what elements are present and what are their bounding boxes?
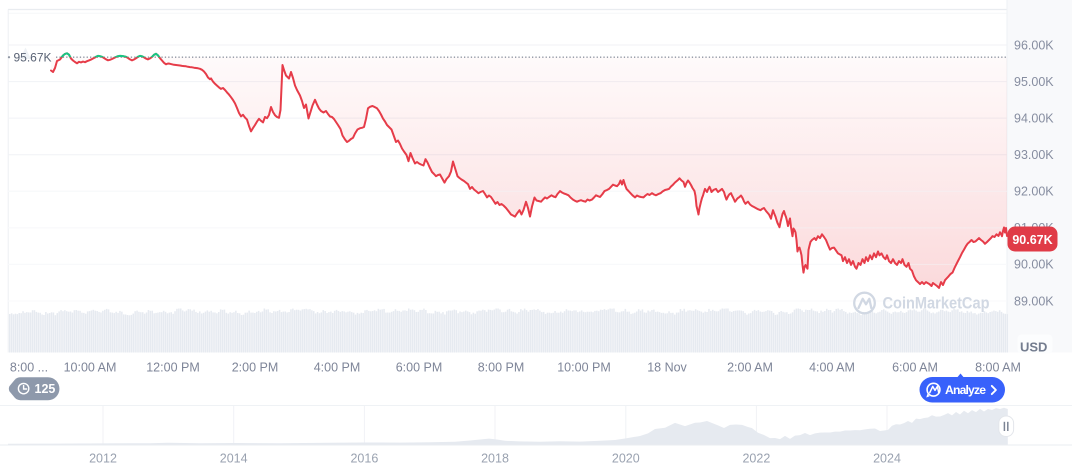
svg-text:96.00K: 96.00K — [1014, 38, 1054, 52]
svg-text:6:00 PM: 6:00 PM — [396, 361, 443, 375]
svg-text:10:00 PM: 10:00 PM — [557, 361, 611, 375]
svg-text:8:00 ...: 8:00 ... — [10, 361, 48, 375]
svg-text:4:00 AM: 4:00 AM — [809, 361, 855, 375]
svg-text:2:00 PM: 2:00 PM — [232, 361, 279, 375]
svg-text:18 Nov: 18 Nov — [647, 361, 687, 375]
svg-text:2018: 2018 — [481, 452, 509, 466]
svg-text:6:00 AM: 6:00 AM — [892, 361, 938, 375]
svg-text:2022: 2022 — [742, 452, 770, 466]
svg-text:2012: 2012 — [89, 452, 117, 466]
svg-text:95.00K: 95.00K — [1014, 75, 1054, 89]
svg-text:2:00 AM: 2:00 AM — [727, 361, 773, 375]
svg-text:93.00K: 93.00K — [1014, 148, 1054, 162]
svg-text:Analyze: Analyze — [945, 383, 986, 397]
svg-text:92.00K: 92.00K — [1014, 185, 1054, 199]
svg-text:89.00K: 89.00K — [1014, 294, 1054, 308]
svg-text:2014: 2014 — [220, 452, 248, 466]
svg-text:90.67K: 90.67K — [1012, 233, 1052, 247]
svg-text:90.00K: 90.00K — [1014, 258, 1054, 272]
svg-text:94.00K: 94.00K — [1014, 111, 1054, 125]
svg-text:8:00 PM: 8:00 PM — [478, 361, 525, 375]
svg-text:2016: 2016 — [350, 452, 378, 466]
svg-text:10:00 AM: 10:00 AM — [64, 361, 117, 375]
svg-text:12:00 PM: 12:00 PM — [146, 361, 200, 375]
svg-text:2020: 2020 — [612, 452, 640, 466]
svg-text:2024: 2024 — [873, 452, 901, 466]
svg-text:CoinMarketCap: CoinMarketCap — [883, 295, 990, 313]
svg-text:8:00 AM: 8:00 AM — [975, 361, 1021, 375]
svg-text:USD: USD — [1020, 340, 1047, 355]
svg-text:4:00 PM: 4:00 PM — [314, 361, 361, 375]
svg-text:125: 125 — [35, 382, 56, 396]
svg-text:95.67K: 95.67K — [14, 50, 52, 64]
